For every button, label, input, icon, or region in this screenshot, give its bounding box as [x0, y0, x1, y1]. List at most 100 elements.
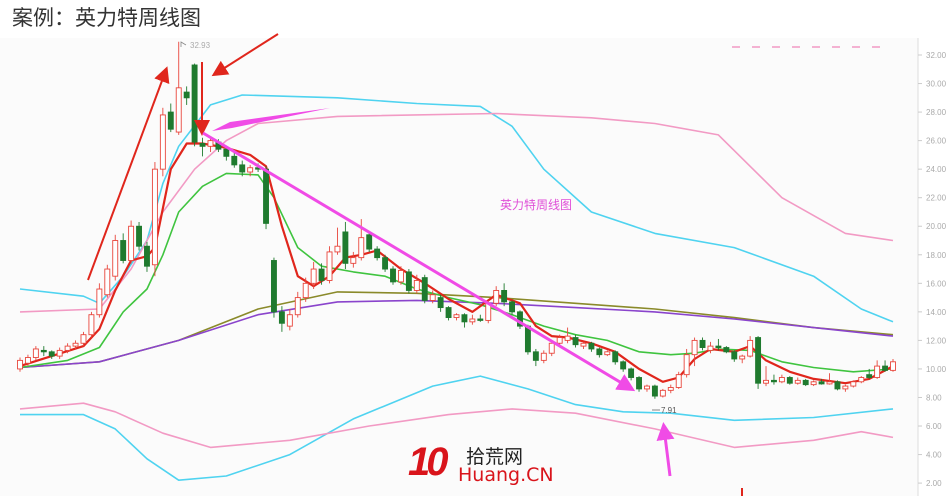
candle-body: [326, 251, 333, 281]
candle-down: [40, 346, 47, 357]
candle-body: [509, 301, 516, 313]
candle-up: [24, 354, 31, 367]
y-tick-label: 32.00: [926, 51, 947, 60]
candle-body: [850, 381, 857, 387]
candle-up: [890, 358, 896, 372]
high-marker: 32.93: [180, 41, 211, 50]
candle-body: [112, 240, 119, 277]
candle-body: [604, 351, 611, 356]
candle-down: [612, 350, 619, 365]
candle-body: [128, 225, 135, 261]
candle-down: [437, 294, 444, 312]
candle-body: [493, 290, 500, 304]
candle-up: [72, 340, 79, 349]
candle-body: [64, 345, 71, 351]
candle-up: [310, 261, 317, 290]
candle-body: [628, 368, 635, 378]
candle-down: [588, 341, 595, 352]
y-tick-label: 8.00: [926, 393, 942, 402]
candle-body: [191, 64, 198, 143]
candle-up: [175, 41, 182, 135]
chart-annotation: 英力特周线图: [500, 197, 572, 212]
candle-down: [636, 376, 642, 392]
bottom-arrow: [656, 422, 675, 477]
candle-up: [850, 380, 857, 388]
candle-up: [604, 350, 611, 357]
candle-body: [80, 334, 87, 344]
candle-body: [136, 225, 142, 247]
candle-up: [810, 380, 817, 387]
candle-up: [659, 388, 666, 398]
candle-up: [302, 277, 309, 302]
candle-body: [810, 381, 817, 386]
y-tick-label: 4.00: [926, 451, 942, 460]
candle-up: [151, 162, 158, 277]
candle-down: [802, 378, 809, 387]
candle-down: [199, 137, 206, 157]
candle-up: [64, 343, 71, 354]
candle-body: [890, 361, 896, 371]
candle-up: [104, 264, 111, 298]
site-logo: 10 拾荒网 Huang.CN: [408, 440, 568, 490]
candle-down: [183, 86, 190, 105]
candle-body: [223, 148, 230, 157]
candle-body: [151, 168, 158, 266]
candle-body: [159, 114, 166, 170]
candle-body: [501, 290, 508, 303]
candle-down: [866, 368, 873, 379]
candle-down: [239, 160, 246, 177]
candle-body: [834, 381, 841, 390]
candle-down: [755, 336, 762, 389]
y-axis: 32.00 30.00 28.00 26.00 24.00 22.00 20.00 18.00…: [918, 51, 947, 488]
candle-up: [32, 346, 39, 361]
candle-down: [231, 152, 238, 168]
candle-body: [794, 379, 801, 384]
candle-body: [294, 297, 301, 316]
candle-down: [223, 146, 230, 161]
candle-down: [263, 166, 269, 230]
candle-body: [731, 351, 738, 360]
candle-up: [691, 337, 698, 367]
candle-up: [540, 350, 547, 364]
candle-body: [469, 318, 476, 323]
candle-body: [683, 354, 690, 376]
candle-body: [691, 339, 698, 356]
candle-body: [24, 357, 31, 364]
candle-down: [651, 384, 658, 399]
point-arrow: [212, 108, 330, 131]
y-tick-label: 16.00: [926, 279, 947, 288]
candle-body: [580, 342, 587, 347]
candle-up: [159, 107, 166, 177]
logo-domain: Huang.CN: [458, 464, 554, 486]
uptrend-arrow: [87, 66, 170, 281]
y-tick-label: 18.00: [926, 251, 947, 260]
candle-up: [96, 283, 103, 318]
candle-up: [556, 334, 563, 347]
candle-down: [191, 63, 198, 147]
candle-body: [453, 314, 460, 319]
candle-body: [167, 111, 174, 130]
candle-body: [659, 389, 666, 397]
candle-down: [48, 350, 55, 359]
candle-body: [342, 231, 349, 264]
candle-body: [644, 385, 650, 390]
candle-body: [588, 342, 595, 350]
candle-up: [413, 274, 420, 294]
candle-down: [342, 221, 349, 270]
candle-up: [564, 327, 571, 344]
candle-body: [882, 365, 889, 371]
candle-body: [334, 245, 341, 253]
candle-body: [40, 349, 47, 353]
candle-body: [286, 314, 293, 327]
candle-up: [88, 311, 95, 338]
candle-body: [247, 167, 254, 173]
candle-body: [755, 337, 762, 384]
candle-body: [858, 377, 865, 383]
candle-body: [318, 268, 325, 281]
top-arrow: [211, 33, 279, 77]
candle-down: [445, 306, 452, 321]
candle-body: [802, 379, 809, 386]
candle-body: [461, 314, 468, 323]
candle-body: [532, 351, 539, 361]
candle-body: [413, 280, 420, 291]
